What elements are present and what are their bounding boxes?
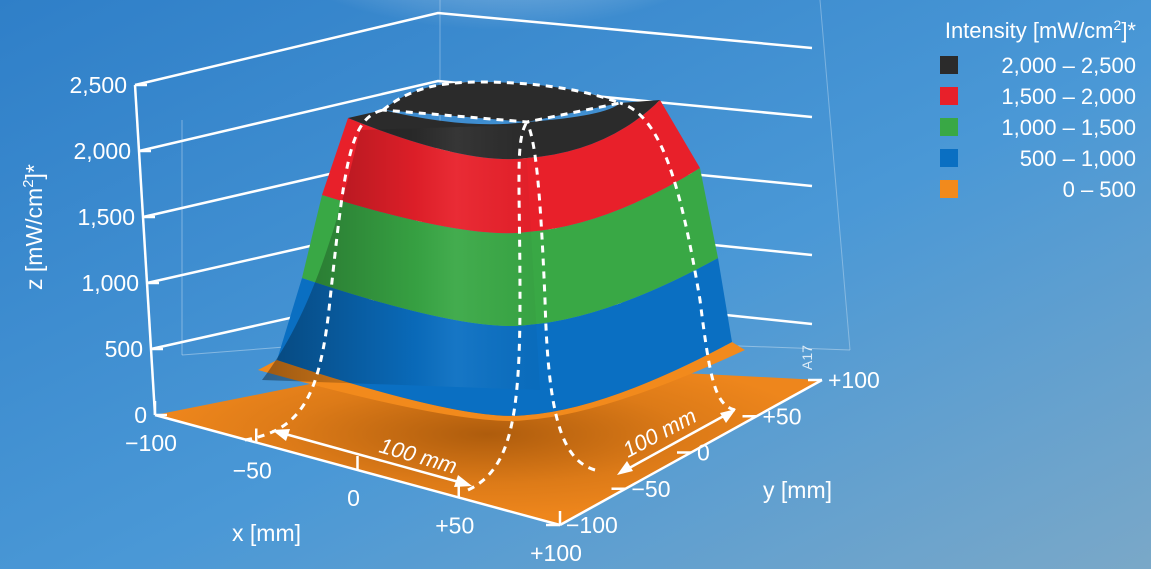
z-tick-label: 2,500 — [69, 72, 127, 98]
y-axis-title: y [mm] — [763, 477, 832, 503]
x-tick-label: −100 — [125, 430, 177, 456]
figure-code: A17 — [799, 345, 815, 370]
legend-label: 500 – 1,000 — [1020, 146, 1136, 171]
x-tick-label: +100 — [530, 540, 582, 566]
x-tick-label: 0 — [347, 485, 360, 511]
legend-label: 1,000 – 1,500 — [1001, 115, 1136, 140]
x-tick-label: −50 — [233, 458, 272, 484]
z-tick-label: 1,500 — [77, 204, 135, 230]
z-tick-label: 500 — [105, 336, 143, 362]
z-tick-label: 1,000 — [81, 270, 139, 296]
y-tick-label: −50 — [632, 476, 671, 502]
x-axis-title: x [mm] — [232, 520, 301, 546]
legend-swatch — [940, 180, 958, 198]
legend-swatch — [940, 118, 958, 136]
legend-title: Intensity [mW/cm2]* — [945, 17, 1137, 43]
y-tick-label: −100 — [566, 512, 618, 538]
legend-label: 0 – 500 — [1063, 177, 1136, 202]
legend-swatch — [940, 149, 958, 167]
y-tick-label: +50 — [763, 403, 802, 429]
legend-swatch — [940, 87, 958, 105]
legend-swatch — [940, 56, 958, 74]
legend-label: 2,000 – 2,500 — [1001, 53, 1136, 78]
legend-label: 1,500 – 2,000 — [1001, 84, 1136, 109]
y-tick-label: +100 — [828, 367, 880, 393]
z-tick-label: 0 — [134, 402, 147, 428]
x-tick-label: +50 — [435, 513, 474, 539]
z-tick-label: 2,000 — [73, 138, 131, 164]
y-tick-label: 0 — [697, 440, 710, 466]
